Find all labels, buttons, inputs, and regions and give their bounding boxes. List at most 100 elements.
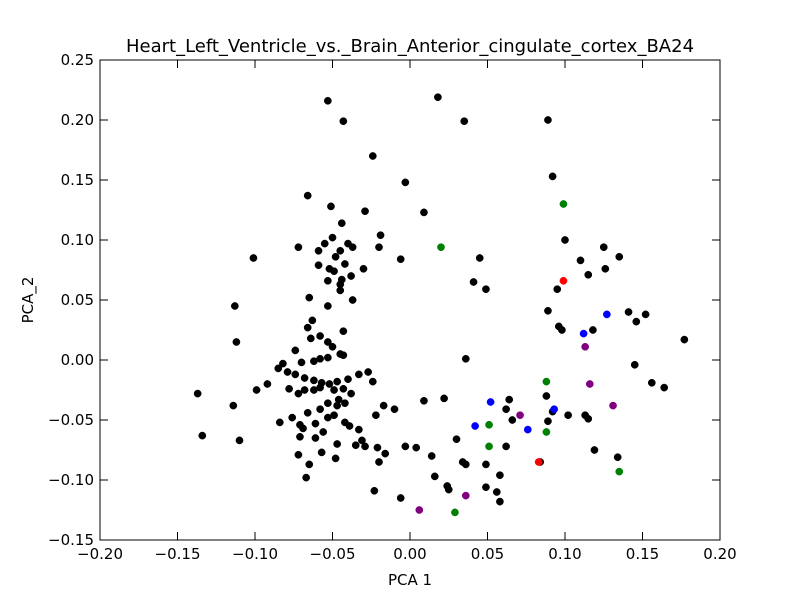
scatter-point-series-0 (275, 418, 284, 427)
scatter-point-series-0 (311, 434, 320, 442)
x-tick-label: 0.10 (548, 545, 581, 563)
scatter-point-series-0 (285, 384, 293, 393)
scatter-point-series-0 (548, 172, 557, 181)
scatter-point-series-1 (437, 243, 445, 252)
scatter-point-series-0 (288, 413, 297, 422)
scatter-point-series-0 (344, 375, 352, 384)
scatter-point-series-0 (427, 452, 436, 460)
scatter-point-series-0 (475, 254, 484, 262)
scatter-point-series-0 (263, 380, 272, 388)
scatter-point-series-0 (283, 368, 292, 376)
scatter-point-series-0 (341, 399, 349, 408)
scatter-point-series-0 (310, 376, 318, 385)
scatter-point-series-0 (339, 384, 348, 393)
scatter-point-series-0 (564, 411, 572, 420)
y-tick-label: 0.00 (61, 351, 94, 369)
scatter-point-series-0 (305, 460, 314, 469)
scatter-point-series-0 (370, 486, 379, 495)
y-tick-label: −0.05 (48, 411, 94, 429)
scatter-point-series-0 (401, 178, 410, 187)
scatter-point-series-0 (198, 431, 207, 440)
scatter-point-series-0 (232, 338, 241, 346)
scatter-point-series-3 (415, 506, 424, 514)
scatter-point-series-0 (303, 323, 312, 332)
scatter-point-series-0 (347, 272, 355, 280)
scatter-point-series-0 (297, 358, 306, 367)
scatter-point-series-0 (348, 243, 357, 252)
scatter-point-series-1 (485, 442, 493, 451)
scatter-point-series-0 (482, 460, 490, 469)
x-tick-label: 0.15 (626, 545, 659, 563)
scatter-point-series-0 (401, 442, 410, 451)
scatter-point-series-0 (348, 296, 357, 304)
scatter-point-series-0 (632, 317, 641, 326)
scatter-point-series-0 (324, 353, 332, 362)
scatter-point-series-0 (291, 370, 300, 379)
scatter-point-series-0 (336, 246, 345, 255)
scatter-point-series-0 (561, 236, 569, 244)
scatter-point-series-0 (420, 208, 428, 217)
scatter-point-series-0 (355, 370, 363, 379)
scatter-point-series-0 (434, 93, 442, 102)
scatter-point-series-0 (372, 411, 380, 420)
scatter-point-series-0 (542, 392, 551, 400)
scatter-point-series-0 (324, 302, 332, 310)
scatter-point-series-0 (327, 202, 335, 211)
scatter-point-series-0 (544, 116, 552, 124)
scatter-point-series-0 (325, 380, 334, 388)
x-tick-label: −0.05 (310, 545, 356, 563)
scatter-point-series-0 (339, 117, 348, 126)
scatter-point-series-0 (452, 435, 461, 444)
scatter-point-series-0 (294, 243, 303, 252)
scatter-point-series-0 (361, 442, 369, 451)
y-tick-label: 0.25 (61, 51, 94, 69)
scatter-point-series-0 (375, 458, 383, 466)
y-axis: −0.15 −0.10 −0.05 0.00 0.05 0.10 0.15 0.20 0.25 (48, 51, 720, 549)
scatter-point-series-0 (306, 334, 315, 343)
scatter-point-series-0 (308, 316, 317, 325)
x-tick-label: −0.10 (232, 545, 278, 563)
scatter-point-series-0 (291, 346, 300, 355)
scatter-point-series-0 (252, 386, 261, 394)
scatter-point-series-0 (461, 354, 470, 363)
y-tick-label: 0.05 (61, 291, 94, 309)
x-axis: −0.20 −0.15 −0.10 −0.05 0.00 0.05 0.10 0.15 0.20 (77, 60, 737, 563)
scatter-point-series-0 (274, 364, 283, 373)
scatter-point-series-0 (469, 278, 478, 286)
scatter-point-series-0 (339, 327, 348, 336)
scatter-point-series-0 (624, 308, 633, 316)
scatter-point-series-2 (523, 425, 532, 434)
scatter-point-series-0 (496, 497, 504, 506)
scatter-point-series-0 (328, 233, 337, 242)
scatter-point-series-0 (345, 422, 354, 430)
scatter-point-series-0 (373, 443, 382, 452)
scatter-point-series-0 (544, 417, 552, 426)
scatter-point-series-0 (299, 424, 307, 433)
scatter-point-series-0 (589, 326, 597, 334)
scatter-point-series-0 (316, 332, 324, 340)
points-layer (193, 93, 689, 517)
scatter-point-series-0 (482, 483, 490, 492)
scatter-point-series-0 (553, 285, 562, 294)
scatter-point-series-0 (505, 395, 514, 404)
scatter-point-series-0 (305, 293, 314, 302)
scatter-point-series-0 (249, 254, 258, 262)
scatter-point-series-0 (376, 231, 385, 240)
x-tick-label: −0.20 (77, 545, 123, 563)
scatter-point-series-0 (375, 243, 383, 252)
scatter-point-series-2 (471, 422, 479, 430)
scatter-point-series-0 (330, 386, 338, 394)
scatter-point-series-0 (502, 442, 510, 451)
y-tick-label: −0.10 (48, 471, 94, 489)
scatter-point-series-2 (603, 310, 611, 319)
scatter-point-series-3 (461, 491, 470, 500)
y-tick-label: 0.10 (61, 231, 94, 249)
scatter-point-series-0 (444, 485, 453, 494)
scatter-point-series-3 (516, 411, 524, 420)
scatter-point-series-0 (193, 389, 202, 398)
scatter-point-series-0 (379, 401, 388, 410)
scatter-point-series-0 (314, 261, 323, 270)
scatter-point-series-0 (316, 383, 324, 392)
scatter-point-series-0 (458, 458, 467, 466)
